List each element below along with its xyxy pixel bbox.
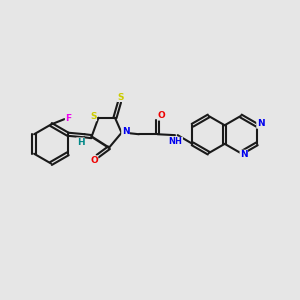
Text: N: N: [240, 150, 247, 159]
Text: NH: NH: [169, 137, 182, 146]
Text: O: O: [158, 111, 166, 120]
Text: H: H: [77, 138, 84, 147]
Text: F: F: [65, 114, 71, 123]
Text: N: N: [122, 127, 129, 136]
Text: S: S: [90, 112, 97, 121]
Text: S: S: [117, 92, 124, 101]
Text: O: O: [90, 156, 98, 165]
Text: N: N: [257, 119, 264, 128]
